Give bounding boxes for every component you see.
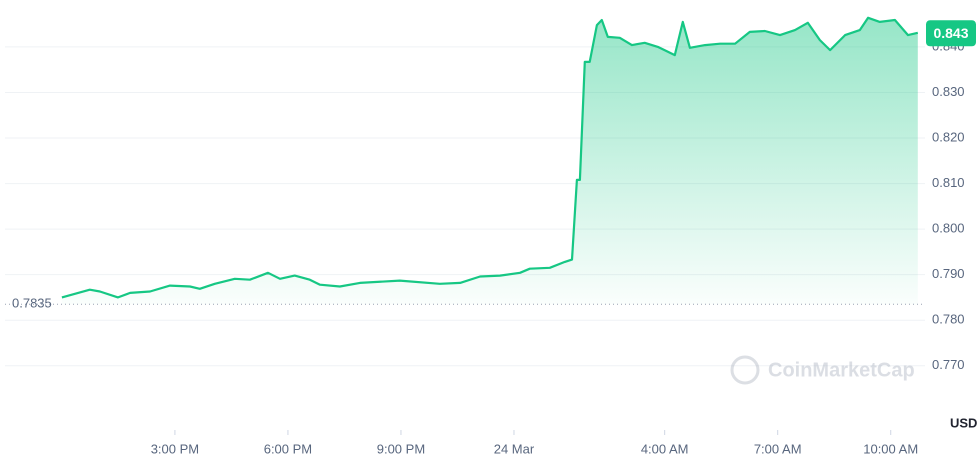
watermark: CoinMarketCap bbox=[730, 355, 915, 385]
y-tick-label: 0.780 bbox=[932, 312, 965, 327]
y-tick-label: 0.820 bbox=[932, 129, 965, 144]
baseline-label: 0.7835 bbox=[12, 296, 52, 311]
x-tick-label: 7:00 AM bbox=[754, 441, 802, 456]
x-tick-label: 9:00 PM bbox=[377, 441, 425, 456]
x-tick-label: 3:00 PM bbox=[151, 441, 199, 456]
currency-label: USD bbox=[950, 415, 977, 430]
y-tick-label: 0.810 bbox=[932, 175, 965, 190]
y-tick-label: 0.770 bbox=[932, 357, 965, 372]
y-tick-label: 0.790 bbox=[932, 266, 965, 281]
x-tick-label: 24 Mar bbox=[494, 441, 535, 456]
x-tick-label: 6:00 PM bbox=[264, 441, 312, 456]
price-badge-label: 0.843 bbox=[933, 25, 968, 41]
price-area bbox=[61, 17, 918, 305]
x-tick-label: 4:00 AM bbox=[641, 441, 689, 456]
y-tick-label: 0.800 bbox=[932, 221, 965, 236]
x-tick-label: 10:00 AM bbox=[863, 441, 918, 456]
y-tick-label: 0.830 bbox=[932, 84, 965, 99]
watermark-text: CoinMarketCap bbox=[768, 359, 915, 381]
price-badge bbox=[926, 20, 976, 47]
price-line bbox=[61, 16, 919, 299]
